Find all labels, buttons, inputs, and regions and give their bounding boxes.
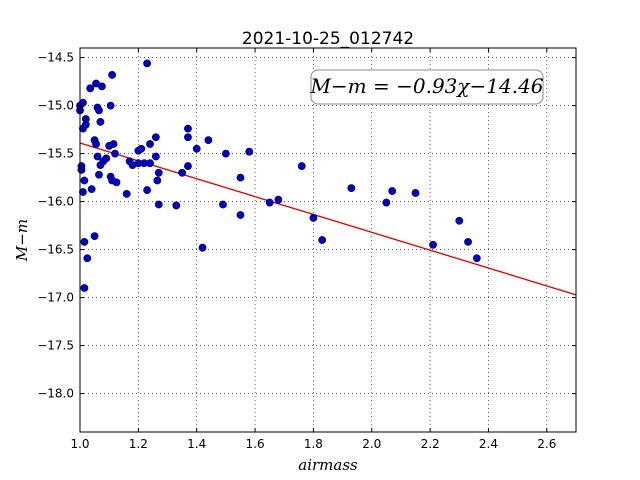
y-tick-label: −14.5 (37, 51, 74, 65)
data-point (77, 166, 86, 174)
data-point (93, 152, 102, 161)
data-point (143, 59, 152, 68)
y-tick-label: −16.5 (37, 243, 74, 257)
data-point (111, 149, 119, 158)
data-point (172, 201, 181, 210)
y-tick-label: −17.0 (37, 291, 74, 305)
x-tick-label: 1.4 (187, 437, 206, 451)
data-point (388, 187, 397, 195)
data-point (472, 254, 481, 263)
data-point (146, 140, 154, 148)
data-point (219, 200, 227, 209)
data-point (80, 238, 89, 246)
data-point (151, 133, 160, 142)
data-points (76, 59, 481, 292)
data-point (411, 189, 420, 197)
grid-lines (80, 48, 576, 432)
data-point (153, 176, 162, 185)
data-point (92, 140, 100, 148)
x-tick-label: 1.2 (129, 437, 148, 451)
data-point (297, 162, 306, 170)
data-point (146, 159, 154, 168)
data-point (245, 147, 254, 156)
data-point (464, 238, 472, 246)
data-point (122, 190, 131, 198)
data-point (95, 170, 103, 179)
x-axis-label: airmass (298, 456, 358, 474)
fit-line (79, 142, 577, 296)
x-tick-label: 2.4 (479, 437, 498, 451)
x-tick-label: 2.0 (362, 437, 381, 451)
data-point (382, 198, 391, 207)
data-point (80, 284, 89, 292)
data-point (87, 185, 96, 194)
data-point (97, 82, 106, 91)
data-point (90, 232, 99, 241)
data-point (455, 216, 464, 225)
data-point (236, 211, 245, 219)
y-tick-label: −16.0 (37, 195, 74, 209)
data-point (112, 178, 121, 187)
x-tick-label: 2.6 (537, 437, 556, 451)
data-point (95, 106, 103, 115)
data-point (265, 198, 274, 207)
data-point (198, 243, 207, 252)
data-point (178, 168, 187, 177)
data-point (154, 168, 163, 177)
x-tick-label: 2.2 (421, 437, 440, 451)
x-axis-ticks: 1.0 1.2 1.4 1.6 1.8 2.0 2.2 2.4 2.6 (70, 48, 556, 451)
x-tick-label: 1.6 (246, 437, 265, 451)
x-tick-label: 1.8 (304, 437, 323, 451)
data-point (80, 176, 89, 185)
data-point (184, 162, 192, 170)
data-point (109, 140, 118, 148)
data-point (151, 152, 160, 161)
annotation-frame (310, 69, 544, 105)
data-point (429, 240, 437, 249)
data-point (347, 184, 356, 193)
data-point (137, 144, 146, 153)
y-axis-label: M−m (13, 219, 31, 262)
y-tick-label: −15.5 (37, 147, 74, 161)
data-point (309, 214, 318, 222)
fit-equation-box: M−m = −0.93χ−14.46 (309, 69, 544, 105)
y-tick-label: −18.0 (37, 387, 74, 401)
data-point (79, 98, 87, 107)
y-tick-label: −15.0 (37, 99, 74, 113)
data-point (204, 136, 213, 145)
data-point (236, 173, 245, 182)
data-point (79, 188, 87, 196)
data-point (143, 186, 152, 194)
data-point (274, 195, 283, 204)
y-tick-label: −17.5 (37, 339, 74, 353)
data-point (184, 133, 192, 142)
data-point (102, 154, 111, 163)
data-point (106, 101, 115, 110)
data-point (108, 70, 116, 79)
chart-title: 2021-10-25_012742 (242, 29, 414, 49)
data-point (192, 144, 201, 153)
data-point (184, 124, 192, 133)
data-point (83, 254, 92, 263)
data-point (221, 149, 230, 158)
data-point (96, 118, 105, 126)
fit-equation: M−m = −0.93χ−14.46 (309, 74, 543, 98)
data-point (154, 200, 163, 209)
y-axis-ticks: −14.5 −15.0 −15.5 −16.0 −16.5 −17.0 −17.5 −18.0 (37, 51, 576, 401)
data-point (86, 84, 95, 93)
data-point (318, 236, 327, 244)
x-tick-label: 1.0 (70, 437, 89, 451)
plot-frame (79, 47, 577, 433)
data-point (81, 120, 90, 129)
